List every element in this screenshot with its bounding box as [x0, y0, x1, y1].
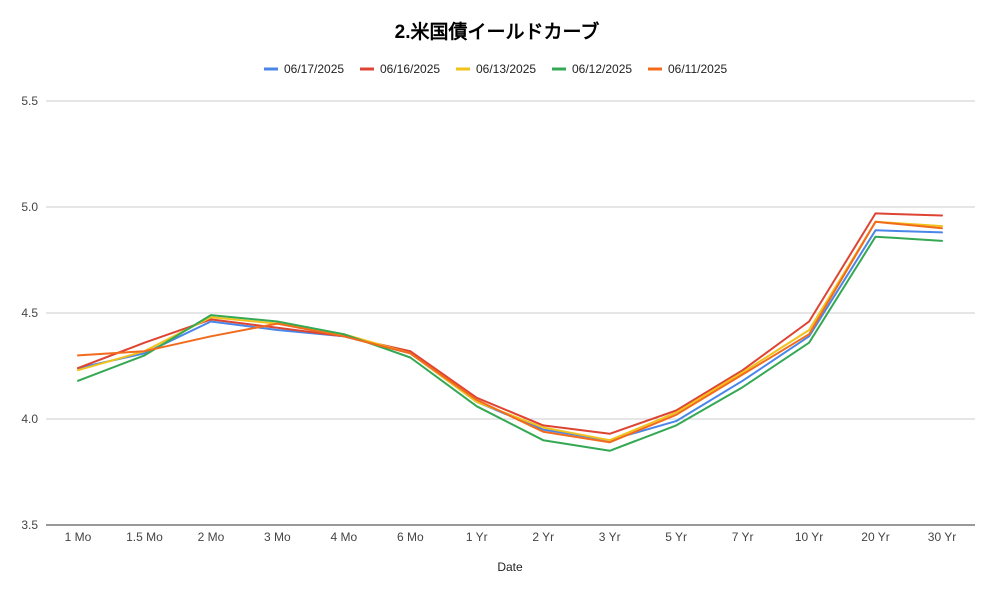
x-axis-label: Date	[497, 560, 523, 574]
legend-item: 06/17/2025	[264, 62, 344, 76]
legend-item: 06/11/2025	[648, 62, 727, 76]
legend-item: 06/12/2025	[552, 62, 632, 76]
series-line	[77, 229, 943, 442]
x-tick-label: 10 Yr	[795, 530, 823, 544]
x-tick-label: 2 Mo	[198, 530, 225, 544]
x-tick-label: 30 Yr	[928, 530, 956, 544]
series-line	[77, 220, 943, 444]
y-tick-label: 4.5	[21, 306, 38, 320]
x-tick-label: 3 Mo	[264, 530, 291, 544]
x-tick-label: 20 Yr	[861, 530, 889, 544]
gridlines	[46, 100, 975, 526]
legend-label: 06/16/2025	[380, 62, 440, 76]
y-axis: 3.5 4.0 4.5 5.0 5.5	[21, 94, 38, 532]
legend-item: 06/16/2025	[360, 62, 440, 76]
x-tick-label: 2 Yr	[532, 530, 554, 544]
y-tick-label: 4.0	[21, 412, 38, 426]
y-tick-label: 5.5	[21, 94, 38, 108]
x-tick-label: 1 Mo	[65, 530, 92, 544]
legend-label: 06/12/2025	[572, 62, 632, 76]
x-axis: 1 Mo 1.5 Mo 2 Mo 3 Mo 4 Mo 6 Mo 1 Yr 2 Yr 3 Yr 5 …	[65, 530, 957, 544]
x-tick-label: 6 Mo	[397, 530, 424, 544]
legend: 06/17/2025 06/16/2025 06/13/2025 06/12/2025…	[264, 62, 727, 76]
legend-item: 06/13/2025	[456, 62, 536, 76]
x-tick-label: 4 Mo	[331, 530, 358, 544]
y-tick-label: 5.0	[21, 200, 38, 214]
y-tick-label: 3.5	[21, 518, 38, 532]
series-lines	[77, 212, 943, 452]
x-tick-label: 1.5 Mo	[126, 530, 163, 544]
chart-title: 2.米国債イールドカーブ	[395, 20, 600, 43]
series-line	[77, 235, 943, 452]
legend-label: 06/11/2025	[668, 62, 727, 76]
x-tick-label: 7 Yr	[732, 530, 754, 544]
x-tick-label: 1 Yr	[466, 530, 488, 544]
x-tick-label: 3 Yr	[599, 530, 621, 544]
legend-label: 06/13/2025	[476, 62, 536, 76]
legend-label: 06/17/2025	[284, 62, 344, 76]
series-line	[77, 212, 943, 435]
x-tick-label: 5 Yr	[665, 530, 687, 544]
